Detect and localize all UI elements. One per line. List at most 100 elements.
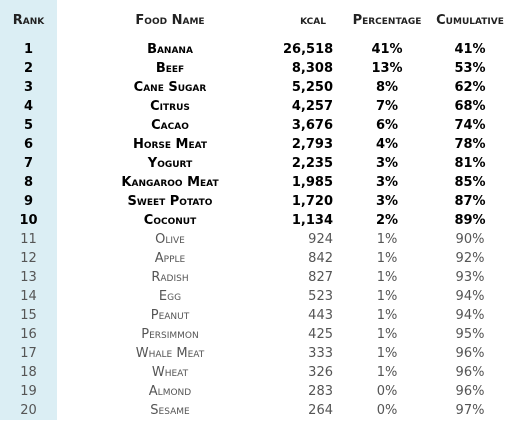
table-cell: 2% bbox=[375, 213, 399, 228]
table-cell: 924 bbox=[308, 232, 333, 247]
table-cell: 3 bbox=[0, 78, 57, 97]
table-cell: Coconut bbox=[143, 213, 197, 228]
table-cell: Citrus bbox=[150, 99, 190, 114]
table-cell: 264 bbox=[308, 403, 333, 418]
table-cell: 94% bbox=[455, 289, 485, 304]
table-cell: 1% bbox=[376, 327, 398, 342]
table-cell: 94% bbox=[455, 308, 485, 323]
table-cell: 3% bbox=[375, 175, 399, 190]
table-cell: Radish bbox=[151, 270, 189, 285]
table-cell: 3% bbox=[375, 194, 399, 209]
column-header: Cumulative bbox=[436, 12, 504, 28]
table-cell: 15 bbox=[0, 306, 57, 325]
table-cell: Banana bbox=[147, 42, 193, 57]
table-cell: 95% bbox=[455, 327, 485, 342]
header-row: Rank Food Name kcal Percentage Cumulative bbox=[0, 0, 509, 40]
table-row: 20 Sesame 264 0% 97% bbox=[0, 401, 509, 420]
table-cell: 78% bbox=[454, 137, 486, 152]
table-cell: 326 bbox=[308, 365, 333, 380]
table-cell: 96% bbox=[455, 346, 485, 361]
table-row: 19 Almond 283 0% 96% bbox=[0, 382, 509, 401]
table-cell: Wheat bbox=[151, 365, 189, 380]
table-cell: 827 bbox=[308, 270, 333, 285]
table-row: 13 Radish 827 1% 93% bbox=[0, 268, 509, 287]
table-cell: 425 bbox=[308, 327, 333, 342]
table-cell: 7 bbox=[0, 154, 57, 173]
table-row: 17 Whale Meat 333 1% 96% bbox=[0, 344, 509, 363]
table-cell: 283 bbox=[308, 384, 333, 399]
table-cell: 0% bbox=[376, 403, 398, 418]
table-cell: Almond bbox=[148, 384, 192, 399]
table-cell: Apple bbox=[154, 251, 186, 266]
table-cell: 14 bbox=[0, 287, 57, 306]
table-cell: 8 bbox=[0, 173, 57, 192]
table-cell: Olive bbox=[155, 232, 185, 247]
table-cell: 1% bbox=[376, 308, 398, 323]
table-cell: 93% bbox=[455, 270, 485, 285]
table-cell: 2,793 bbox=[291, 137, 333, 152]
table-cell: 333 bbox=[308, 346, 333, 361]
table-row: 8 Kangaroo Meat 1,985 3% 85% bbox=[0, 173, 509, 192]
table-cell: 53% bbox=[454, 61, 486, 76]
table-cell: 96% bbox=[455, 384, 485, 399]
table-cell: 13 bbox=[0, 268, 57, 287]
table-cell: Egg bbox=[158, 289, 182, 304]
table-cell: 1% bbox=[376, 365, 398, 380]
table-cell: 62% bbox=[454, 80, 486, 95]
table-cell: 19 bbox=[0, 382, 57, 401]
table-cell: 842 bbox=[308, 251, 333, 266]
table-row: 12 Apple 842 1% 92% bbox=[0, 249, 509, 268]
table-cell: 96% bbox=[455, 365, 485, 380]
table-cell: 90% bbox=[455, 232, 485, 247]
table-row: 6 Horse Meat 2,793 4% 78% bbox=[0, 135, 509, 154]
table-cell: 85% bbox=[454, 175, 486, 190]
table-cell: 4 bbox=[0, 97, 57, 116]
table-row: 14 Egg 523 1% 94% bbox=[0, 287, 509, 306]
table-cell: Yogurt bbox=[147, 156, 193, 171]
table-cell: 0% bbox=[376, 384, 398, 399]
table-cell: 26,518 bbox=[283, 42, 334, 57]
table-cell: Sweet Potato bbox=[127, 194, 213, 209]
table-cell: Horse Meat bbox=[132, 137, 208, 152]
table-cell: 4,257 bbox=[291, 99, 333, 114]
table-cell: Kangaroo Meat bbox=[121, 175, 219, 190]
table-cell: 1% bbox=[376, 251, 398, 266]
table-cell: 7% bbox=[375, 99, 399, 114]
table-cell: 523 bbox=[308, 289, 333, 304]
table-cell: 41% bbox=[371, 42, 403, 57]
table-cell: 12 bbox=[0, 249, 57, 268]
table-cell: 97% bbox=[455, 403, 485, 418]
table-cell: Peanut bbox=[150, 308, 190, 323]
table-cell: 8% bbox=[375, 80, 399, 95]
table-cell: 92% bbox=[455, 251, 485, 266]
table-row: 11 Olive 924 1% 90% bbox=[0, 230, 509, 249]
table-cell: 2,235 bbox=[291, 156, 333, 171]
table-cell: 4% bbox=[375, 137, 399, 152]
table-row: 15 Peanut 443 1% 94% bbox=[0, 306, 509, 325]
table-cell: Whale Meat bbox=[135, 346, 205, 361]
table-cell: 1% bbox=[376, 232, 398, 247]
table-cell: 1 bbox=[0, 40, 57, 59]
table-cell: 18 bbox=[0, 363, 57, 382]
table-cell: 1% bbox=[376, 289, 398, 304]
table-cell: 1,720 bbox=[291, 194, 333, 209]
table-cell: 5,250 bbox=[291, 80, 333, 95]
table-cell: Cacao bbox=[151, 118, 189, 133]
column-header: Percentage bbox=[352, 12, 422, 28]
table-row: 9 Sweet Potato 1,720 3% 87% bbox=[0, 192, 509, 211]
column-header: Food Name bbox=[135, 12, 205, 28]
column-header: kcal bbox=[300, 12, 326, 28]
table-cell: 17 bbox=[0, 344, 57, 363]
table-cell: 11 bbox=[0, 230, 57, 249]
table-row: 3 Cane Sugar 5,250 8% 62% bbox=[0, 78, 509, 97]
table-cell: 6 bbox=[0, 135, 57, 154]
table-cell: 6% bbox=[375, 118, 399, 133]
table-cell: 41% bbox=[454, 42, 486, 57]
table-cell: 68% bbox=[454, 99, 486, 114]
table-cell: Persimmon bbox=[141, 327, 199, 342]
table-row: 4 Citrus 4,257 7% 68% bbox=[0, 97, 509, 116]
table-row: 7 Yogurt 2,235 3% 81% bbox=[0, 154, 509, 173]
table-cell: 87% bbox=[454, 194, 486, 209]
table-cell: 1,134 bbox=[291, 213, 333, 228]
